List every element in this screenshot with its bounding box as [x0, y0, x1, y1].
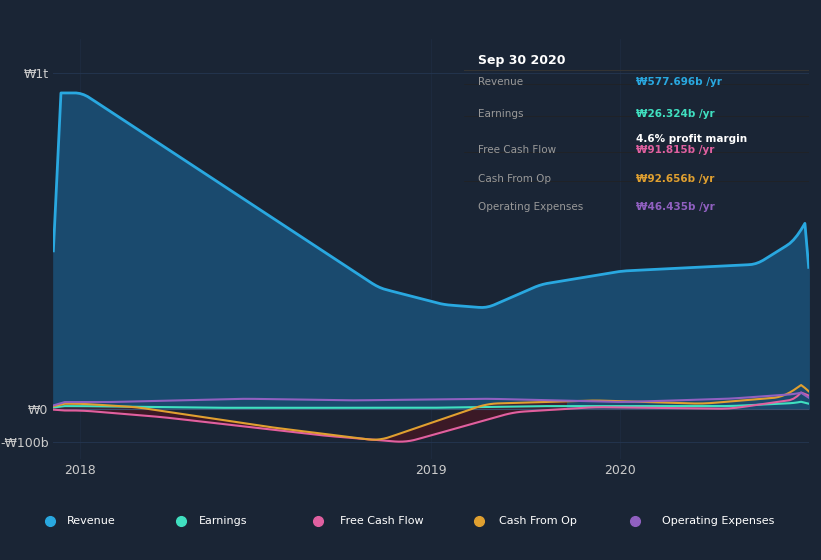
Text: Earnings: Earnings — [199, 516, 247, 526]
Text: Cash From Op: Cash From Op — [478, 174, 551, 184]
Text: 4.6% profit margin: 4.6% profit margin — [636, 134, 747, 144]
Text: Free Cash Flow: Free Cash Flow — [340, 516, 424, 526]
Text: Earnings: Earnings — [478, 109, 523, 119]
Text: ₩91.815b /yr: ₩91.815b /yr — [636, 145, 714, 155]
Text: Sep 30 2020: Sep 30 2020 — [478, 54, 565, 67]
Text: Revenue: Revenue — [478, 77, 523, 87]
Text: Free Cash Flow: Free Cash Flow — [478, 145, 556, 155]
Text: ₩577.696b /yr: ₩577.696b /yr — [636, 77, 722, 87]
Text: Operating Expenses: Operating Expenses — [662, 516, 774, 526]
Text: Revenue: Revenue — [67, 516, 116, 526]
Text: Cash From Op: Cash From Op — [499, 516, 577, 526]
Text: Operating Expenses: Operating Expenses — [478, 203, 583, 212]
Text: ₩46.435b /yr: ₩46.435b /yr — [636, 203, 715, 212]
Text: ₩26.324b /yr: ₩26.324b /yr — [636, 109, 715, 119]
Text: ₩92.656b /yr: ₩92.656b /yr — [636, 174, 714, 184]
